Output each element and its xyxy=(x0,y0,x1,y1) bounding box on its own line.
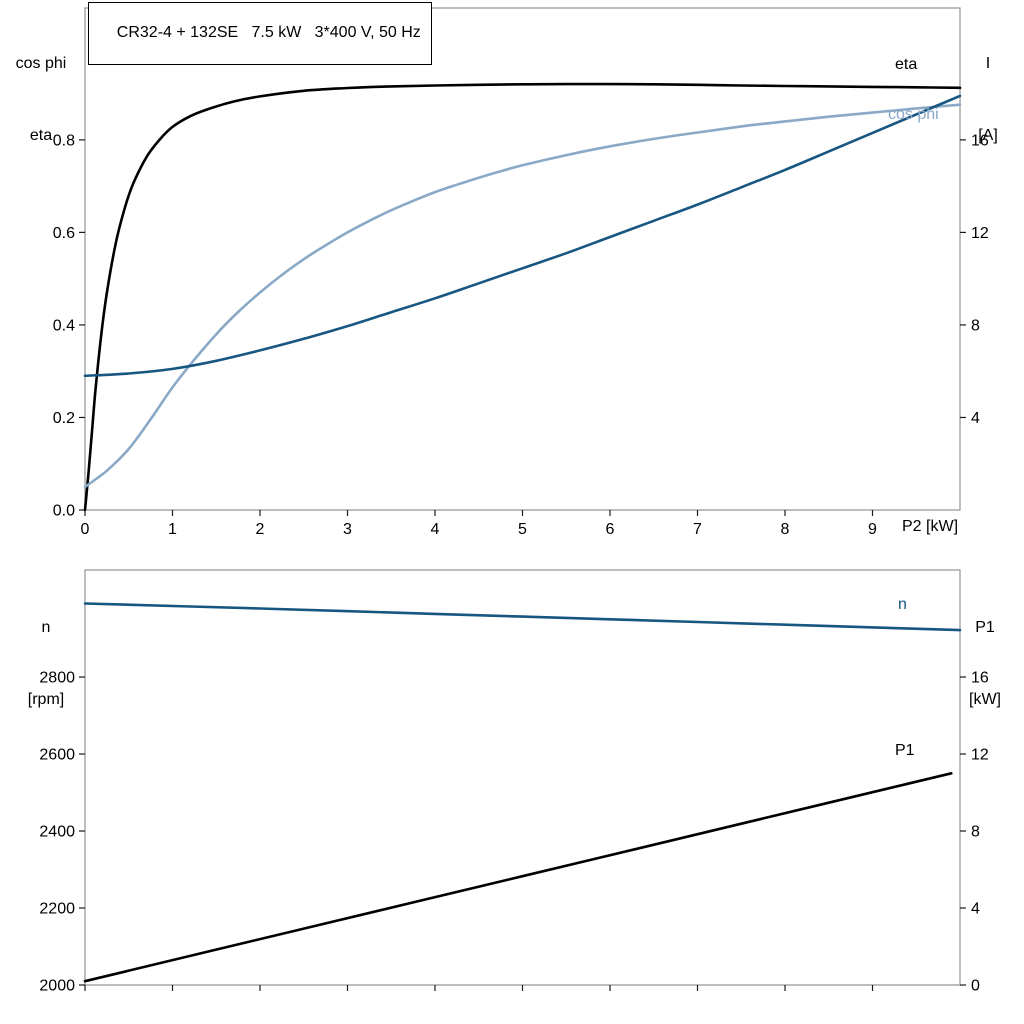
svg-text:0: 0 xyxy=(81,521,90,538)
svg-text:0.0: 0.0 xyxy=(53,503,75,520)
svg-text:4: 4 xyxy=(971,901,980,918)
chart-title: CR32-4 + 132SE 7.5 kW 3*400 V, 50 Hz xyxy=(116,24,421,41)
axis-title-line: [A] xyxy=(978,127,998,144)
axis-title-line: n xyxy=(41,619,51,636)
svg-text:8: 8 xyxy=(971,824,980,841)
svg-text:1: 1 xyxy=(168,521,177,538)
bottom-right-axis-title: P1 [kW] xyxy=(952,568,1018,760)
svg-text:16: 16 xyxy=(971,670,989,687)
svg-text:0.4: 0.4 xyxy=(53,317,75,334)
p1-curve-label: P1 xyxy=(895,742,915,759)
speed-curve-label: n xyxy=(898,596,907,613)
svg-text:4: 4 xyxy=(971,410,980,427)
bottom-left-axis-title: n [rpm] xyxy=(10,568,82,760)
svg-text:2800: 2800 xyxy=(39,670,75,687)
axis-title-line: P1 xyxy=(975,619,995,636)
svg-text:9: 9 xyxy=(868,521,877,538)
svg-text:4: 4 xyxy=(431,521,440,538)
svg-text:6: 6 xyxy=(606,521,615,538)
svg-text:3: 3 xyxy=(343,521,352,538)
svg-text:0: 0 xyxy=(971,978,980,995)
axis-title-line: [kW] xyxy=(969,691,1001,708)
axis-title-line: cos phi xyxy=(15,55,67,72)
svg-text:2200: 2200 xyxy=(39,901,75,918)
svg-text:0.2: 0.2 xyxy=(53,410,75,427)
svg-text:7: 7 xyxy=(693,521,702,538)
svg-text:2000: 2000 xyxy=(39,978,75,995)
svg-text:0.8: 0.8 xyxy=(53,132,75,149)
chart-title-box: CR32-4 + 132SE 7.5 kW 3*400 V, 50 Hz xyxy=(88,2,432,65)
cos-phi-curve-label: cos phi xyxy=(888,106,939,123)
svg-text:8: 8 xyxy=(971,317,980,334)
svg-text:16: 16 xyxy=(971,132,989,149)
axis-title-line: eta xyxy=(29,127,53,144)
svg-text:2400: 2400 xyxy=(39,824,75,841)
svg-text:12: 12 xyxy=(971,747,989,764)
axis-title-line: I xyxy=(985,55,991,72)
svg-text:12: 12 xyxy=(971,225,989,242)
svg-text:0.6: 0.6 xyxy=(53,225,75,242)
svg-text:5: 5 xyxy=(518,521,527,538)
svg-text:2: 2 xyxy=(256,521,265,538)
top-right-axis-title: I [A] xyxy=(958,4,1018,196)
axis-title-line: [rpm] xyxy=(27,691,65,708)
eta-curve-label: eta xyxy=(895,56,918,73)
svg-text:8: 8 xyxy=(781,521,790,538)
x-axis-title: P2 [kW] xyxy=(902,518,959,535)
svg-text:2600: 2600 xyxy=(39,747,75,764)
top-left-axis-title: cos phi eta xyxy=(2,4,80,196)
